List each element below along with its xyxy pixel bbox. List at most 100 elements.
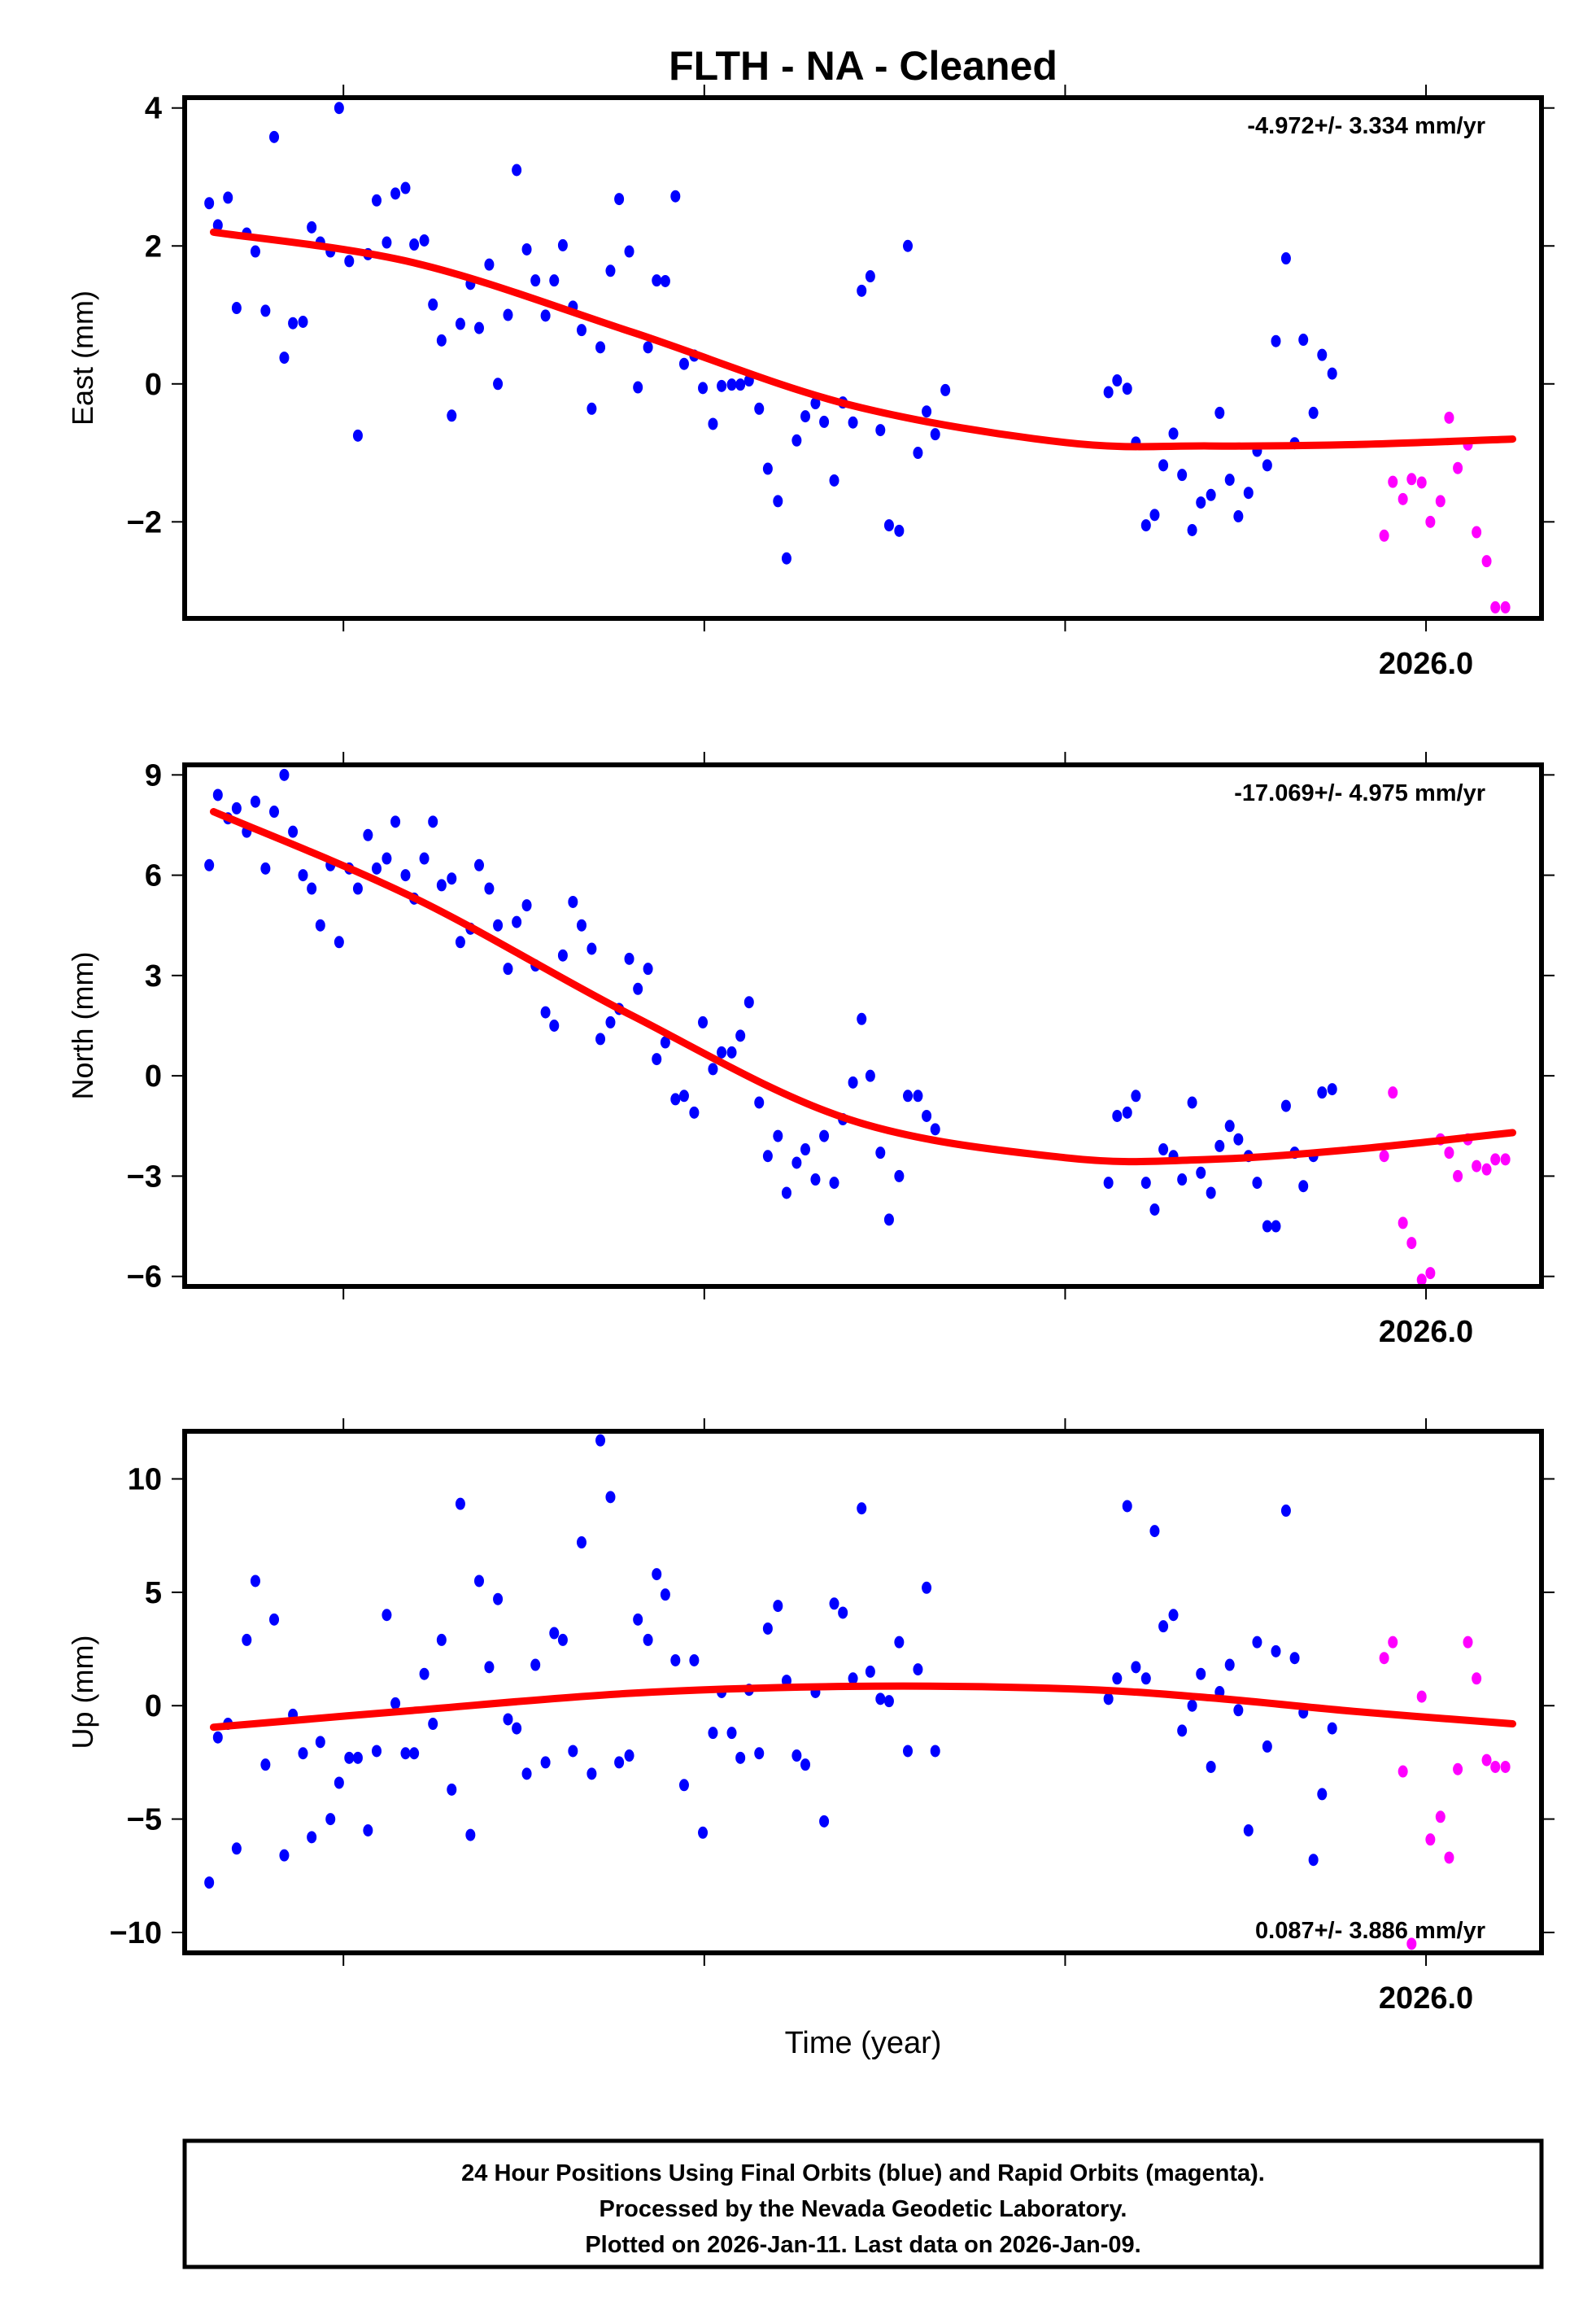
rapid-orbit-point: [1435, 495, 1446, 508]
final-orbit-point: [484, 258, 495, 271]
final-orbit-point: [791, 1749, 802, 1762]
final-orbit-point: [754, 1747, 765, 1760]
final-orbit-point: [540, 309, 551, 322]
final-orbit-point: [678, 1090, 689, 1103]
final-orbit-point: [204, 1876, 215, 1889]
final-orbit-point: [1187, 1096, 1197, 1109]
final-orbit-point: [344, 1751, 355, 1764]
final-orbit-point: [595, 341, 606, 354]
final-orbit-point: [352, 1751, 363, 1764]
final-orbit-point: [473, 321, 484, 334]
final-orbit-point: [288, 825, 299, 838]
final-orbit-point: [372, 862, 382, 875]
final-orbit-point: [1271, 1644, 1281, 1657]
rapid-orbit-point: [1444, 1146, 1454, 1160]
final-orbit-point: [614, 1756, 625, 1769]
final-orbit-point: [708, 1063, 718, 1076]
rapid-orbit-point: [1425, 1267, 1436, 1280]
final-orbit-point: [670, 1653, 681, 1666]
final-orbit-point: [1103, 1177, 1114, 1190]
y-tick-label: 4: [145, 92, 162, 126]
trend-fit-line: [209, 808, 1517, 1166]
final-orbit-point: [455, 1497, 465, 1510]
final-orbit-point: [334, 936, 344, 949]
data-points: [204, 1434, 1517, 1950]
final-orbit-point: [800, 1758, 811, 1771]
final-orbit-point: [754, 1096, 765, 1109]
final-orbit-point: [465, 1828, 476, 1841]
final-orbit-point: [390, 1697, 401, 1710]
rapid-orbit-point: [1481, 1163, 1492, 1176]
chart-title: FLTH - NA - Cleaned: [669, 43, 1057, 89]
final-orbit-point: [624, 952, 634, 965]
final-orbit-point: [735, 1029, 746, 1042]
final-orbit-point: [717, 379, 727, 392]
rapid-orbit-point: [1472, 1160, 1482, 1173]
final-orbit-point: [428, 815, 438, 828]
rapid-orbit-point: [1398, 1216, 1408, 1229]
final-orbit-point: [605, 1491, 616, 1504]
final-orbit-point: [883, 519, 894, 532]
footer-line-3: Plotted on 2026-Jan-11. Last data on 202…: [585, 2232, 1140, 2258]
final-orbit-point: [512, 915, 522, 928]
final-orbit-point: [1298, 334, 1309, 347]
final-orbit-point: [503, 963, 513, 976]
final-orbit-point: [484, 882, 495, 895]
final-orbit-point: [315, 1736, 325, 1749]
final-orbit-point: [1224, 474, 1235, 487]
rapid-orbit-point: [1425, 1833, 1436, 1846]
final-orbit-point: [382, 1609, 392, 1622]
final-orbit-point: [894, 1636, 905, 1649]
final-orbit-point: [204, 197, 215, 210]
final-orbit-point: [242, 1633, 252, 1646]
final-orbit-point: [894, 1169, 905, 1182]
y-tick-label: 5: [145, 1576, 162, 1610]
rapid-orbit-point: [1406, 473, 1417, 486]
footer-line-1: 24 Hour Positions Using Final Orbits (bl…: [461, 2160, 1265, 2186]
final-orbit-point: [473, 858, 484, 871]
y-tick-label: −6: [127, 1260, 162, 1295]
plot-frame: [182, 95, 1544, 621]
final-orbit-point: [660, 1588, 670, 1601]
rapid-orbit-point: [1425, 515, 1436, 528]
final-orbit-point: [829, 1177, 839, 1190]
final-orbit-point: [689, 1653, 700, 1666]
final-orbit-point: [557, 1633, 568, 1646]
final-orbit-point: [865, 270, 875, 283]
final-orbit-point: [587, 402, 597, 415]
final-orbit-point: [549, 1627, 560, 1640]
final-orbit-point: [250, 245, 260, 258]
final-orbit-point: [614, 193, 625, 206]
rapid-orbit-point: [1472, 526, 1482, 539]
final-orbit-point: [1308, 1854, 1319, 1867]
final-orbit-point: [1317, 348, 1328, 361]
y-tick-label: −3: [127, 1160, 162, 1194]
final-orbit-point: [773, 1129, 783, 1142]
final-orbit-point: [930, 1745, 940, 1758]
final-orbit-point: [447, 1783, 457, 1796]
plot-frame: [182, 762, 1544, 1289]
final-orbit-point: [1103, 386, 1114, 399]
final-orbit-point: [1196, 496, 1206, 509]
final-orbit-point: [298, 315, 308, 328]
final-orbit-point: [204, 858, 215, 871]
final-orbit-point: [698, 382, 709, 395]
final-orbit-point: [1327, 1083, 1337, 1096]
y-tick-label: 6: [145, 859, 162, 893]
final-orbit-point: [363, 1824, 373, 1837]
rate-label: -17.069+/- 4.975 mm/yr: [1234, 780, 1485, 806]
final-orbit-point: [530, 1658, 541, 1671]
final-orbit-point: [576, 919, 587, 932]
final-orbit-point: [503, 308, 513, 321]
final-orbit-point: [848, 1076, 858, 1089]
final-orbit-point: [428, 1718, 438, 1731]
final-orbit-point: [698, 1826, 709, 1839]
final-orbit-point: [595, 1033, 606, 1046]
final-orbit-point: [670, 1093, 681, 1106]
final-orbit-point: [279, 352, 290, 365]
final-orbit-point: [493, 919, 504, 932]
data-points: [204, 102, 1517, 614]
rapid-orbit-point: [1463, 1636, 1473, 1649]
final-orbit-point: [1224, 1120, 1235, 1133]
final-orbit-point: [743, 996, 754, 1009]
